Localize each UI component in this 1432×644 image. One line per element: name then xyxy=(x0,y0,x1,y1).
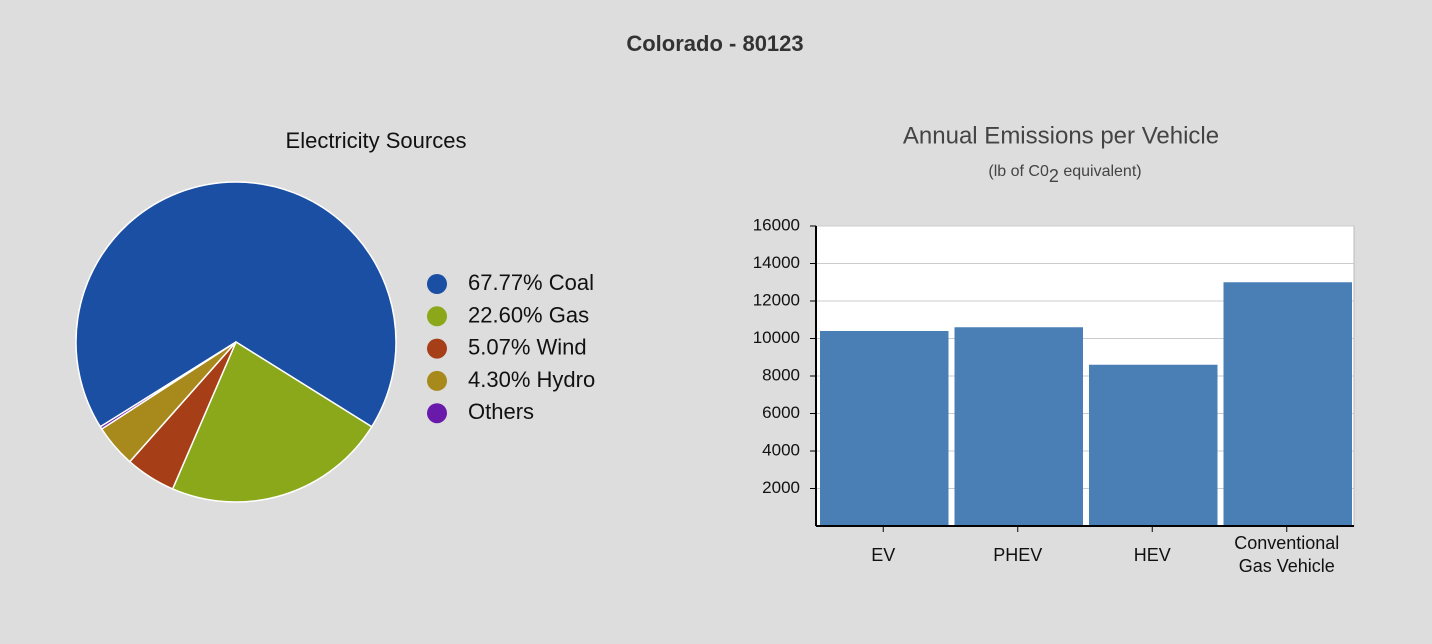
bar-title: Annual Emissions per Vehicle xyxy=(903,122,1219,149)
legend-label: Hydro xyxy=(537,367,596,392)
y-tick-label: 2000 xyxy=(762,478,800,497)
legend-marker xyxy=(427,274,447,294)
bar-subtitle: (lb of C02 equivalent) xyxy=(988,163,1141,186)
legend-label: Coal xyxy=(549,270,594,295)
bar xyxy=(820,331,949,526)
legend-entry: Others xyxy=(468,399,534,424)
pie-title: Electricity Sources xyxy=(286,128,467,153)
legend-marker xyxy=(427,403,447,424)
legend-marker xyxy=(427,306,447,327)
legend-value: 67.77% xyxy=(468,270,543,295)
page-title: Colorado - 80123 xyxy=(626,31,803,56)
bar xyxy=(954,327,1083,526)
y-tick-label: 4000 xyxy=(762,440,800,459)
subtitle-subscript: 2 xyxy=(1049,166,1059,186)
pie-slice xyxy=(99,341,237,431)
y-tick-label: 14000 xyxy=(753,253,800,272)
y-tick-label: 16000 xyxy=(753,215,800,234)
y-tick-label: 8000 xyxy=(762,365,800,384)
legend-value: 5.07% xyxy=(468,334,530,359)
legend-label: Wind xyxy=(537,334,587,359)
legend-marker xyxy=(427,370,447,391)
y-tick-label: 12000 xyxy=(753,290,800,309)
subtitle-part: (lb of C0 xyxy=(988,163,1049,180)
bar xyxy=(1223,282,1352,526)
x-tick-label: Conventional Gas Vehicle xyxy=(1234,533,1340,576)
pie-slice xyxy=(171,340,373,503)
legend-marker xyxy=(427,338,447,359)
legend-label: Others xyxy=(468,399,534,424)
x-tick-label: HEV xyxy=(1133,545,1171,565)
y-tick-label: 10000 xyxy=(753,328,800,347)
legend-value: 4.30% xyxy=(468,367,530,392)
legend-entry: 22.60% Gas xyxy=(468,302,589,327)
legend-entry: 67.77% Coal xyxy=(468,270,594,295)
legend-label: Gas xyxy=(549,302,589,327)
legend-entry: 4.30% Hydro xyxy=(468,367,595,392)
legend-value: 22.60% xyxy=(468,302,543,327)
bar xyxy=(1089,364,1218,526)
pie-slice xyxy=(75,181,397,428)
legend-entry: 5.07% Wind xyxy=(468,334,587,359)
subtitle-part: equivalent) xyxy=(1059,163,1142,180)
y-tick-label: 6000 xyxy=(762,403,800,422)
x-tick-label: EV xyxy=(871,545,896,565)
x-tick-label: PHEV xyxy=(993,545,1043,565)
